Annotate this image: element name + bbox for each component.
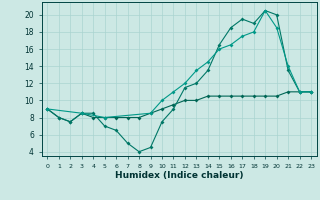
X-axis label: Humidex (Indice chaleur): Humidex (Indice chaleur) [115,171,244,180]
